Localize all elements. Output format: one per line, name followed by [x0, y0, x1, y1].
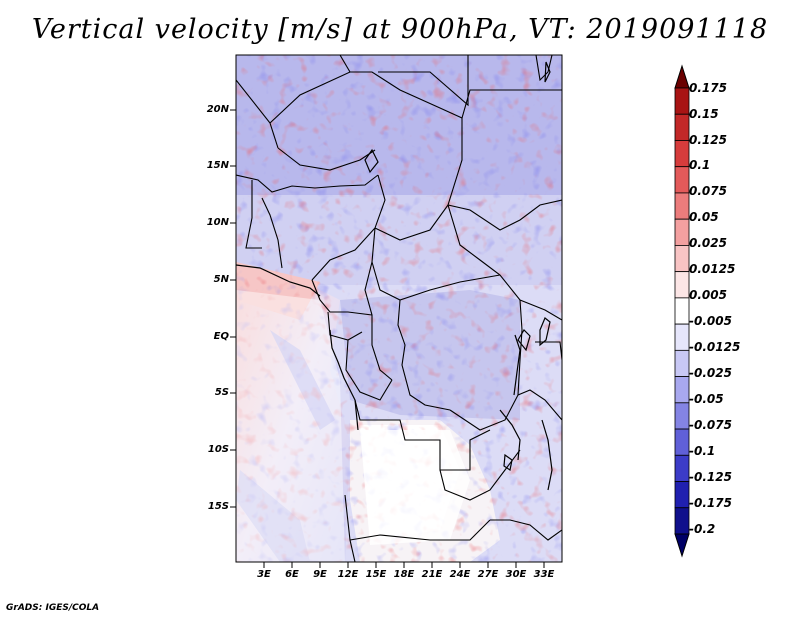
lon-label-3e: 3E	[257, 569, 271, 580]
lon-label-27e: 27E	[477, 569, 499, 580]
colorbar-segment	[674, 166, 690, 194]
lon-label-18e: 18E	[393, 569, 415, 580]
lon-label-30e: 30E	[505, 569, 527, 580]
lat-label-eq: EQ	[213, 331, 229, 342]
credit-text: GrADS: IGES/COLA	[6, 603, 100, 613]
colorbar-bottom-arrow	[674, 533, 690, 558]
lon-label-9e: 9E	[313, 569, 327, 580]
colorbar-label: -0.125	[689, 470, 732, 484]
lon-label-15e: 15E	[365, 569, 387, 580]
colorbar-segment	[674, 428, 690, 456]
colorbar-label: 0.0125	[689, 262, 736, 276]
colorbar-segment	[674, 140, 690, 168]
country-borders	[236, 55, 562, 562]
colorbar-label: 0.175	[689, 81, 727, 95]
colorbar-label: 0.15	[689, 107, 719, 121]
colorbar-label: -0.025	[689, 366, 732, 380]
colorbar-label: -0.0125	[689, 340, 741, 354]
colorbar-label: 0.025	[689, 236, 727, 250]
colorbar-segment	[674, 192, 690, 220]
plot-frame	[230, 54, 563, 568]
colorbar-label: 0.005	[689, 288, 727, 302]
lat-label-20n: 20N	[206, 104, 229, 115]
lon-label-6e: 6E	[285, 569, 299, 580]
map-title: Vertical velocity [m/s] at 900hPa, VT: 2…	[31, 14, 769, 45]
colorbar-label: 0.1	[689, 158, 711, 172]
lon-label-12e: 12E	[337, 569, 359, 580]
colorbar-segment	[674, 481, 690, 509]
lon-label-24e: 24E	[449, 569, 471, 580]
colorbar-segment	[674, 376, 690, 404]
colorbar-label: -0.175	[689, 496, 732, 510]
lon-label-21e: 21E	[421, 569, 443, 580]
colorbar-segment	[674, 297, 690, 325]
colorbar-segment	[674, 349, 690, 377]
lat-label-10s: 10S	[207, 444, 229, 455]
velocity-field	[236, 55, 562, 562]
lat-label-5n: 5N	[213, 274, 229, 285]
colorbar-label: -0.2	[689, 522, 716, 536]
colorbar-segment	[674, 271, 690, 299]
lat-label-5s: 5S	[214, 387, 229, 398]
colorbar-label: -0.1	[689, 444, 716, 458]
colorbar-segment	[674, 507, 690, 535]
colorbar-label: 0.075	[689, 184, 727, 198]
coastlines-and-lakes	[236, 61, 553, 491]
lon-label-33e: 33E	[533, 569, 555, 580]
colorbar	[674, 64, 690, 558]
colorbar-segment	[674, 245, 690, 273]
colorbar-segment	[674, 402, 690, 430]
colorbar-segment	[674, 454, 690, 482]
colorbar-label: -0.075	[689, 418, 732, 432]
colorbar-segment	[674, 218, 690, 246]
colorbar-label: -0.05	[689, 392, 724, 406]
colorbar-segment	[674, 87, 690, 115]
colorbar-segment	[674, 323, 690, 351]
colorbar-segment	[674, 113, 690, 141]
colorbar-label: -0.005	[689, 314, 732, 328]
lat-label-10n: 10N	[206, 217, 229, 228]
lat-label-15n: 15N	[206, 160, 229, 171]
colorbar-top-arrow	[674, 64, 690, 89]
colorbar-label: 0.05	[689, 210, 719, 224]
lat-label-15s: 15S	[207, 501, 229, 512]
colorbar-label: 0.125	[689, 133, 727, 147]
